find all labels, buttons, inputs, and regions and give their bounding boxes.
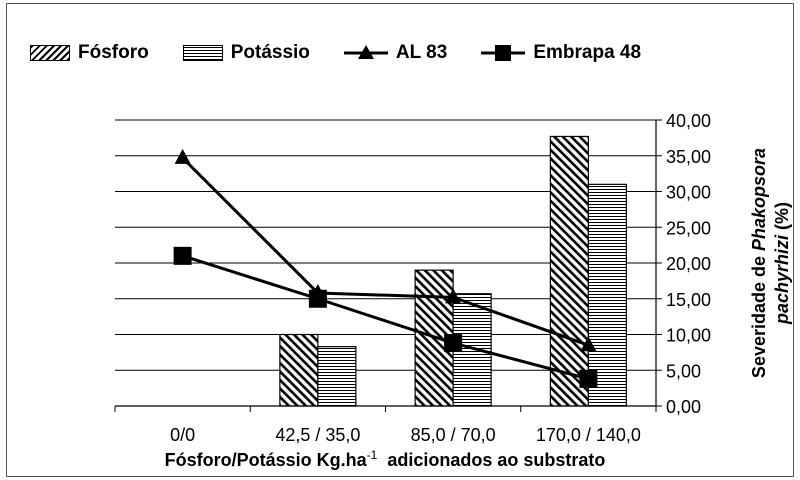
y-tick-label: 5,00 bbox=[666, 361, 701, 381]
y-tick-label: 15,00 bbox=[666, 290, 711, 310]
point-al-83-3 bbox=[580, 336, 597, 352]
series-lines bbox=[173, 148, 598, 388]
bar-f-sforo-3 bbox=[549, 135, 589, 407]
x-tick-label: 170,0 / 140,0 bbox=[536, 425, 641, 445]
bar-pot-ssio-3 bbox=[587, 183, 627, 407]
y-tick-label: 0,00 bbox=[666, 397, 701, 417]
legend-label: Fósforo bbox=[78, 42, 149, 63]
legend-swatch-hatch bbox=[30, 45, 70, 61]
legend-label: Potássio bbox=[230, 42, 310, 63]
point-al-83-0 bbox=[174, 148, 191, 164]
legend-label: Embrapa 48 bbox=[533, 42, 642, 63]
point-embrapa-48-3 bbox=[579, 369, 598, 388]
legend: Fósforo Potássio AL 83 Embrapa 48 bbox=[30, 42, 641, 64]
point-embrapa-48-0 bbox=[173, 246, 192, 265]
y-tick-label: 10,00 bbox=[666, 326, 711, 346]
series-line-al-83 bbox=[181, 156, 589, 347]
bars bbox=[279, 135, 627, 407]
legend-item-potassio: Potássio bbox=[182, 42, 310, 64]
legend-marker-triangle-icon bbox=[343, 45, 388, 59]
y-tick-label: 20,00 bbox=[666, 254, 711, 274]
x-tick-label: 42,5 / 35,0 bbox=[275, 425, 360, 445]
legend-item-al83: AL 83 bbox=[343, 42, 448, 64]
y-tick-label: 25,00 bbox=[666, 218, 711, 238]
x-tick-label: 0/0 bbox=[170, 425, 195, 445]
point-embrapa-48-1 bbox=[308, 289, 327, 308]
y-tick-label: 35,00 bbox=[666, 147, 711, 167]
bar-pot-ssio-1 bbox=[317, 346, 357, 407]
bar-f-sforo-1 bbox=[279, 333, 319, 407]
x-tick-label: 85,0 / 70,0 bbox=[411, 425, 496, 445]
tick-labels: 0,00 5,00 10,00 15,00 20,00 25,00 30,00 35,00 40… bbox=[170, 111, 711, 445]
y-tick-label: 30,00 bbox=[666, 183, 711, 203]
series-line-embrapa-48 bbox=[182, 254, 589, 381]
point-embrapa-48-2 bbox=[444, 334, 463, 353]
y-axis-title-line2: pachyrhizi (%) bbox=[772, 202, 792, 325]
chart-frame bbox=[6, 3, 794, 477]
point-al-83-2 bbox=[445, 288, 462, 304]
legend-item-embrapa48: Embrapa 48 bbox=[481, 42, 641, 64]
legend-label: AL 83 bbox=[395, 42, 448, 63]
x-axis-title: Fósforo/Potássio Kg.ha-1 adicionados ao s… bbox=[165, 448, 606, 470]
legend-item-fosforo: Fósforo bbox=[30, 42, 149, 64]
y-tick-label: 40,00 bbox=[666, 111, 711, 131]
axes bbox=[114, 119, 662, 412]
y-axis-title-line1: Severidade de Phakopsora bbox=[749, 148, 769, 378]
legend-swatch-stripes bbox=[182, 45, 223, 61]
legend-marker-square-icon bbox=[481, 45, 526, 61]
